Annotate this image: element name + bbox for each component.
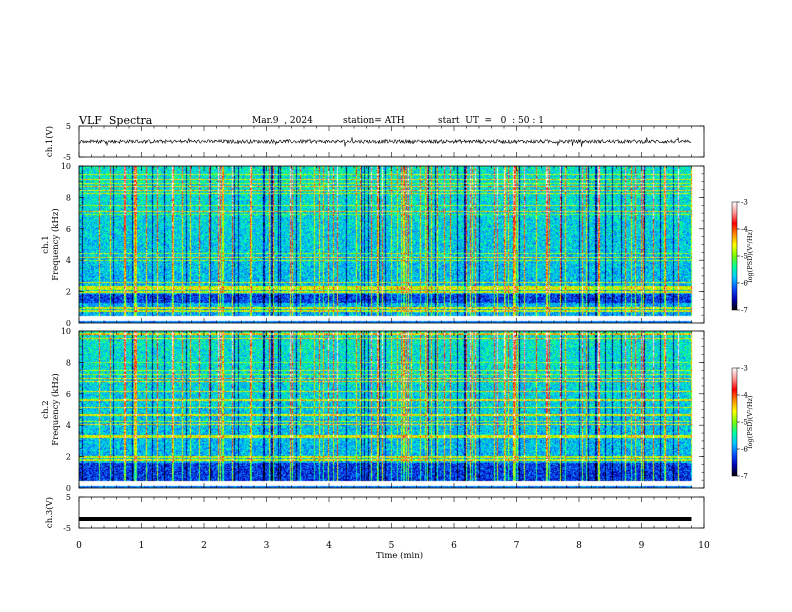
ch2-spectrogram-y-tick-label: 4 <box>66 421 71 430</box>
chart-title: VLF Spectra <box>79 114 153 127</box>
ch3-waveform-y-axis-label: ch.3(V) <box>44 497 55 528</box>
ch2-spectrogram-y-tick-label: 10 <box>61 327 71 336</box>
ch1-spectrogram-colorbar-label: -3 <box>741 199 748 207</box>
ch1-waveform-trace <box>78 137 692 147</box>
ch2-spectrogram-colorbar-label: -5 <box>741 419 748 427</box>
ch2-spectrogram-colorbar-label: -7 <box>741 473 748 481</box>
ch1-waveform-y-axis-label: ch.1(V) <box>44 126 55 157</box>
ch2-spectrogram-colorbar-label: -4 <box>741 392 748 400</box>
x-tick-label: 4 <box>326 541 332 551</box>
ch2-spectrogram-y-tick-label: 8 <box>66 358 71 367</box>
ch2-spectrogram-colorbar-label: -3 <box>741 365 748 373</box>
x-tick-label: 6 <box>451 541 457 551</box>
ch2-spectrogram-y-tick-label: 6 <box>66 390 71 399</box>
ch1-spectrogram-colorbar-label: -6 <box>741 280 748 288</box>
ch2-spectrogram-colorbar-label: -6 <box>741 446 748 454</box>
x-tick-label: 0 <box>76 541 82 551</box>
ch2-spectrogram-y-tick-label: 0 <box>66 484 71 493</box>
x-axis-label: Time (min) <box>376 550 423 561</box>
ch1-spectrogram-y-tick-label: 10 <box>61 162 71 171</box>
ch1-spectrogram-colorbar-label: -5 <box>741 253 748 261</box>
x-tick-label: 9 <box>639 541 645 551</box>
ch3-waveform-trace <box>79 517 692 522</box>
x-tick-label: 10 <box>698 541 710 551</box>
ch2-spectrogram-y-tick-label: 2 <box>66 453 71 462</box>
ch1-waveform-y-tick-label: 5 <box>66 122 71 131</box>
ch3-waveform-y-tick-label: -5 <box>63 524 71 533</box>
ch1-spectrogram-colorbar-label: -7 <box>741 307 748 315</box>
station-label: station= ATH <box>343 116 405 126</box>
ch1-waveform-y-tick-label: -5 <box>63 153 71 162</box>
ch1-spectrogram-colorbar <box>731 201 738 311</box>
date-label: Mar.9 , 2024 <box>252 116 313 126</box>
ch2-spectrogram-image <box>79 331 704 488</box>
ch1-spectrogram-y-axis-label: Frequency (kHz) <box>50 208 61 280</box>
ch1-spectrogram-y-tick-label: 8 <box>66 193 71 202</box>
ch2-spectrogram-colorbar-title: log(PSD)(V²/Hz) <box>746 395 754 448</box>
ch1-spectrogram-y-tick-label: 4 <box>66 256 71 265</box>
ch3-waveform-y-tick-label: 5 <box>66 493 71 502</box>
x-tick-label: 1 <box>139 541 145 551</box>
ch1-spectrogram-image <box>79 166 704 323</box>
ch2-spectrogram-channel-label: ch.2 <box>41 400 51 418</box>
start-time-label: start UT = 0 : 50 : 1 <box>438 116 544 126</box>
ch1-spectrogram-y-tick-label: 6 <box>66 225 71 234</box>
ch1-spectrogram-channel-label: ch.1 <box>41 235 51 253</box>
ch2-spectrogram-colorbar <box>731 367 738 477</box>
x-tick-label: 2 <box>201 541 207 551</box>
ch1-spectrogram-colorbar-label: -4 <box>741 226 748 234</box>
x-tick-label: 5 <box>389 541 395 551</box>
ch2-spectrogram-y-axis-label: Frequency (kHz) <box>50 373 61 445</box>
x-tick-label: 8 <box>576 541 582 551</box>
ch1-spectrogram-y-tick-label: 2 <box>66 288 71 297</box>
x-tick-label: 7 <box>514 541 520 551</box>
ch1-spectrogram-colorbar-title: log(PSD)(V²/Hz) <box>746 229 754 282</box>
x-tick-label: 3 <box>264 541 270 551</box>
ch1-spectrogram-y-tick-label: 0 <box>66 319 71 328</box>
